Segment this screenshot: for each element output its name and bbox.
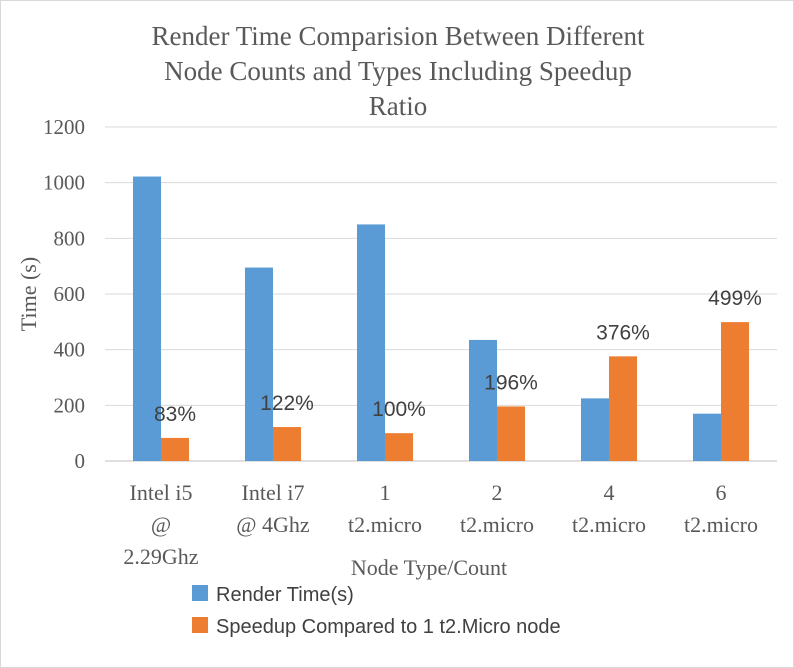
x-tick-label: 4 (604, 480, 615, 505)
x-tick-label: 1 (380, 480, 391, 505)
bar-speedup (273, 427, 301, 461)
x-tick-label: t2.micro (572, 512, 646, 537)
y-tick-label: 400 (54, 338, 86, 362)
y-tick-label: 1200 (43, 115, 85, 139)
x-tick-label: 2 (492, 480, 503, 505)
bar-render-time (357, 224, 385, 461)
x-tick-label: t2.micro (460, 512, 534, 537)
bar-render-time (581, 398, 609, 461)
data-label: 376% (596, 321, 650, 344)
data-label: 122% (260, 392, 314, 415)
y-tick-label: 1000 (43, 171, 85, 195)
x-tick-label: t2.micro (348, 512, 422, 537)
legend-label: Render Time(s) (216, 584, 354, 606)
y-tick-label: 800 (54, 226, 86, 250)
bar-render-time (469, 339, 497, 461)
bar-speedup (161, 437, 189, 461)
y-tick-label: 200 (54, 393, 86, 417)
bar-render-time (133, 176, 161, 461)
y-axis-label: Time (s) (16, 257, 41, 331)
x-tick-label: 2.29Ghz (123, 544, 198, 569)
y-tick-label: 0 (75, 449, 86, 473)
bar-speedup (609, 356, 637, 461)
bar-speedup (721, 322, 749, 461)
x-tick-label: @ (151, 512, 171, 537)
legend-label: Speedup Compared to 1 t2.Micro node (216, 616, 561, 638)
chart-title: Render Time Comparision Between Differen… (152, 21, 645, 121)
legend: Render Time(s) Speedup Compared to 1 t2.M… (192, 584, 561, 638)
x-axis-label: Node Type/Count (351, 555, 507, 580)
data-label: 196% (484, 371, 538, 394)
chart-title-line: Ratio (369, 91, 428, 121)
data-labels: 83% 122% 100% 196% 376% 499% (154, 287, 762, 426)
bar-speedup (385, 433, 413, 461)
x-tick-label: Intel i7 (242, 480, 305, 505)
data-label: 83% (154, 403, 196, 426)
bar-render-time (245, 267, 273, 461)
chart-title-line: Render Time Comparision Between Differen… (152, 21, 645, 51)
x-axis-ticks: Intel i5 @2.29Ghz Intel i7 @ 4Ghz 1 t2.micro 2… (123, 480, 758, 569)
bar-speedup (497, 406, 525, 461)
x-tick-label: @ 4Ghz (236, 512, 310, 537)
legend-swatch (192, 585, 208, 601)
x-tick-label: 6 (716, 480, 727, 505)
legend-swatch (192, 617, 208, 633)
x-tick-label: Intel i5 (130, 480, 193, 505)
data-label: 100% (372, 398, 426, 421)
bars (133, 176, 749, 461)
gridlines (105, 126, 777, 462)
bar-render-time (693, 413, 721, 461)
x-tick-label: t2.micro (684, 512, 758, 537)
y-tick-label: 600 (54, 282, 86, 306)
chart-title-line: Node Counts and Types Including Speedup (164, 56, 632, 86)
y-axis-ticks: 0 200 400 600 800 1000 1200 (43, 115, 85, 473)
data-label: 499% (708, 287, 762, 310)
